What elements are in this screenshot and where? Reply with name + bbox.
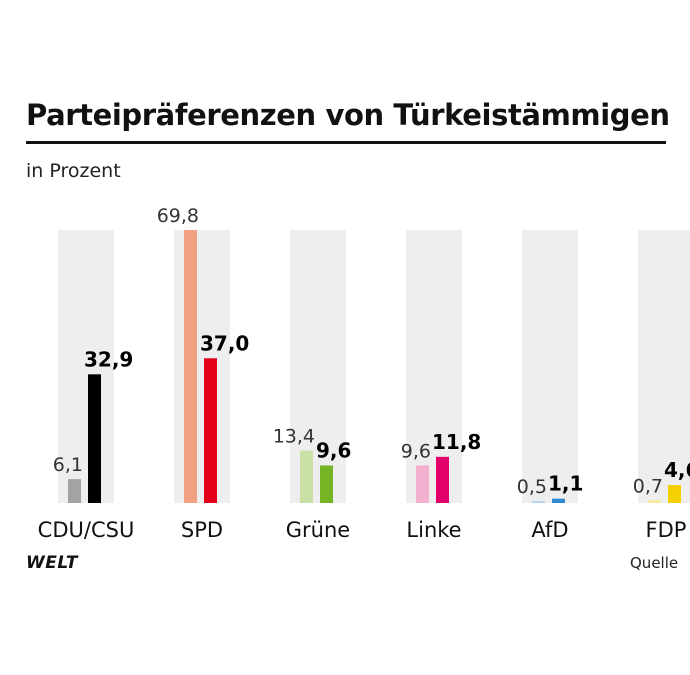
bar-spd-current <box>204 358 217 503</box>
bar-grüne-previous <box>300 450 313 503</box>
bar-fdp-current <box>668 485 681 503</box>
column-background-afd <box>522 230 578 503</box>
data-label-linke-previous: 9,6 <box>401 440 431 462</box>
source-note: Quelle <box>630 554 679 572</box>
column-background-linke <box>406 230 462 503</box>
data-label-cdu-csu-previous: 6,1 <box>53 454 83 476</box>
bar-linke-current <box>436 456 449 503</box>
data-label-afd-current: 1,1 <box>548 472 583 496</box>
data-label-linke-current: 11,8 <box>432 430 481 454</box>
bar-linke-previous <box>416 465 429 503</box>
bar-afd-current <box>552 498 565 503</box>
chart-subtitle: in Prozent <box>26 160 121 182</box>
bar-fdp-previous <box>648 500 661 503</box>
category-label-afd: AfD <box>531 518 568 542</box>
data-label-fdp-previous: 0,7 <box>633 475 663 497</box>
data-label-cdu-csu-current: 32,9 <box>84 347 133 371</box>
title-divider <box>26 141 666 144</box>
data-label-grüne-current: 9,6 <box>316 438 351 462</box>
chart-title: Parteipräferenzen von Türkeistämmigen <box>26 98 670 132</box>
data-label-spd-current: 37,0 <box>200 331 249 355</box>
data-label-afd-previous: 0,5 <box>517 476 547 498</box>
column-background-spd <box>174 230 230 503</box>
data-label-fdp-current: 4,6 <box>664 458 690 482</box>
bar-cdu-csu-current <box>88 374 101 503</box>
category-label-cdu-csu: CDU/CSU <box>38 518 135 542</box>
bar-spd-previous <box>184 230 197 503</box>
bar-afd-previous <box>532 501 545 503</box>
column-background-cdu-csu <box>58 230 114 503</box>
welt-logo: WELT <box>26 553 78 573</box>
category-label-spd: SPD <box>181 518 223 542</box>
category-label-grüne: Grüne <box>286 518 350 542</box>
data-label-spd-previous: 69,8 <box>157 205 199 227</box>
column-background-fdp <box>638 230 690 503</box>
category-label-fdp: FDP <box>646 518 687 542</box>
category-label-linke: Linke <box>406 518 461 542</box>
bar-grüne-current <box>320 465 333 503</box>
column-background-grüne <box>290 230 346 503</box>
data-label-grüne-previous: 13,4 <box>273 426 315 448</box>
bar-cdu-csu-previous <box>68 479 81 503</box>
